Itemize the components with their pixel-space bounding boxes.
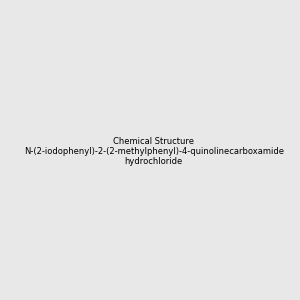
Text: Chemical Structure
N-(2-iodophenyl)-2-(2-methylphenyl)-4-quinolinecarboxamide hy: Chemical Structure N-(2-iodophenyl)-2-(2… — [24, 136, 284, 166]
